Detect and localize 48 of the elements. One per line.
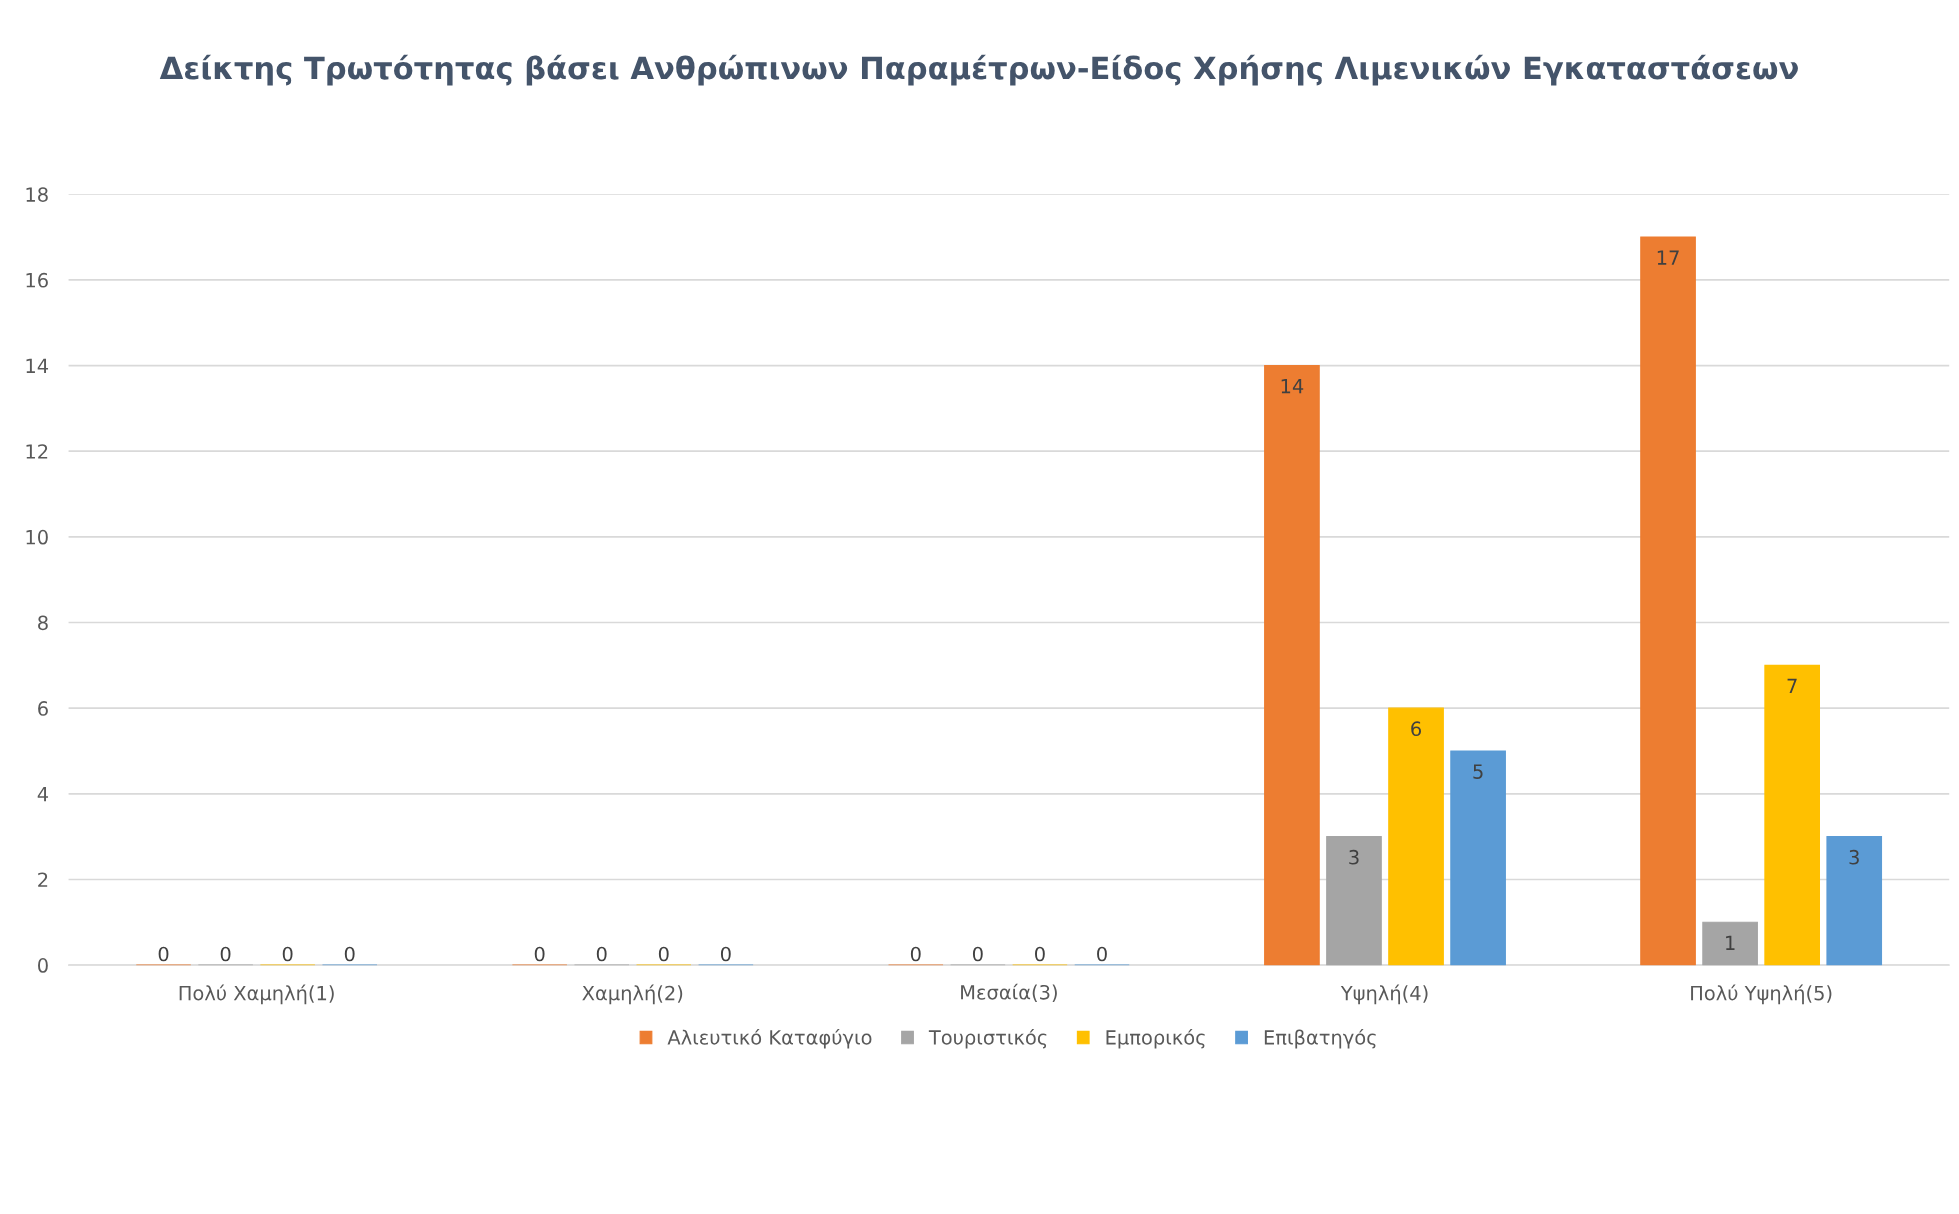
- data-label: 0: [158, 946, 169, 962]
- data-label: 0: [534, 946, 545, 962]
- data-label: 7: [1787, 678, 1797, 693]
- data-label: 0: [1035, 946, 1045, 962]
- data-label: 0: [220, 946, 231, 962]
- legend-label: Εμπορικός: [1106, 1028, 1205, 1049]
- data-label: 0: [910, 946, 921, 962]
- y-tick-label: 4: [37, 787, 49, 802]
- data-label: 3: [1349, 849, 1359, 865]
- y-tick-label: 14: [26, 358, 49, 373]
- y-tick-label: 10: [26, 529, 48, 545]
- data-label: 0: [282, 946, 293, 962]
- data-label: 0: [972, 946, 983, 962]
- data-label: 5: [1473, 764, 1483, 779]
- bar: [1826, 836, 1883, 966]
- data-label: 6: [1411, 721, 1421, 737]
- bar: [1702, 921, 1758, 966]
- bar: [1764, 664, 1820, 966]
- bar: [1640, 236, 1696, 966]
- x-tick-label: Μεσαία(3): [961, 983, 1057, 1002]
- y-tick-label: 16: [26, 272, 48, 288]
- data-label: 14: [1281, 379, 1304, 394]
- y-tick-label: 18: [26, 187, 48, 202]
- data-label: 0: [596, 946, 607, 962]
- data-label: 0: [658, 946, 669, 962]
- x-tick-label: Χαμηλή(2): [582, 984, 683, 1005]
- legend-label: Αλιευτικό Καταφύγιο: [667, 1028, 872, 1049]
- bar: [1388, 707, 1444, 966]
- x-tick-label: Υψηλή(4): [1340, 984, 1428, 1005]
- bar: [1450, 750, 1506, 966]
- x-tick-label: Πολύ Χαμηλή(1): [179, 984, 334, 1005]
- y-tick-label: 12: [26, 444, 48, 459]
- data-label: 17: [1657, 250, 1679, 265]
- y-tick-label: 8: [38, 615, 48, 631]
- bar: [1326, 836, 1382, 966]
- legend-label: Επιβατηγός: [1264, 1028, 1376, 1049]
- data-label: 0: [344, 946, 355, 962]
- data-label: 0: [1097, 946, 1107, 962]
- chart-title: Δείκτης Τρωτότητας βάσει Ανθρώπινων Παραμέτρων-Είδος Χρήσης Λιμενικών Εγκαταστάσεων: [159, 54, 1798, 86]
- data-label: 1: [1726, 935, 1735, 950]
- x-tick-label: Πολύ Υψηλή(5): [1691, 984, 1832, 1005]
- data-label: 3: [1849, 849, 1859, 865]
- y-tick-label: 2: [38, 872, 48, 887]
- y-tick-label: 6: [38, 701, 48, 716]
- bar: [1264, 364, 1320, 966]
- legend-label: Τουριστικός: [928, 1028, 1047, 1049]
- data-label: 0: [720, 946, 731, 962]
- y-tick-label: 0: [38, 958, 48, 973]
